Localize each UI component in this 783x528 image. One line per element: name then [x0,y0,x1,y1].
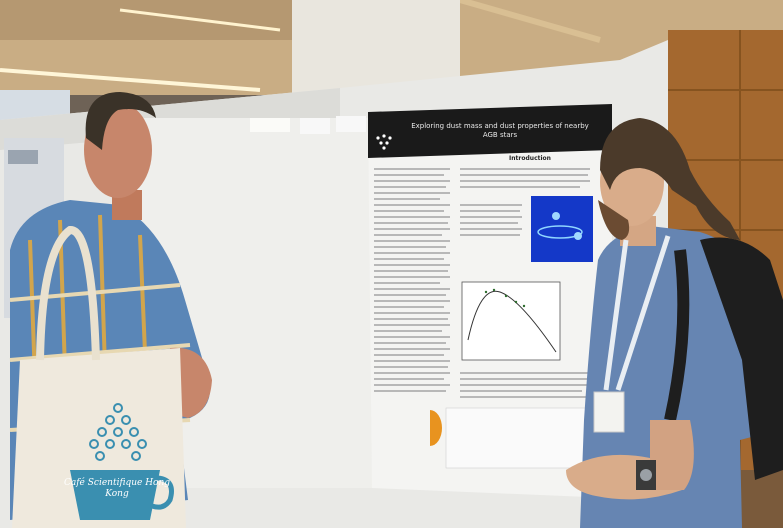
lanyard [603,235,671,391]
poster-plot [461,281,561,361]
badge [593,391,625,433]
backpack [700,237,783,480]
poster-section-heading: Introduction [509,155,551,162]
poster-title: Exploring dust mass and dust properties … [411,122,589,139]
tote-bag-print-text: Café Scientifique Hong Kong [63,478,171,499]
poster-banner [368,104,612,158]
ceiling-light [0,68,261,92]
poster-text-lines [374,168,590,398]
poster-logo [376,134,392,150]
left-man-hair [85,92,156,150]
paper-label [336,116,366,132]
right-man-forearm [650,420,694,490]
poster-pie [430,410,442,446]
tote-bag [12,226,186,528]
right-man-hair [600,118,740,240]
paper-label [300,118,330,134]
backpack-strap [664,249,690,422]
right-man [566,118,783,528]
